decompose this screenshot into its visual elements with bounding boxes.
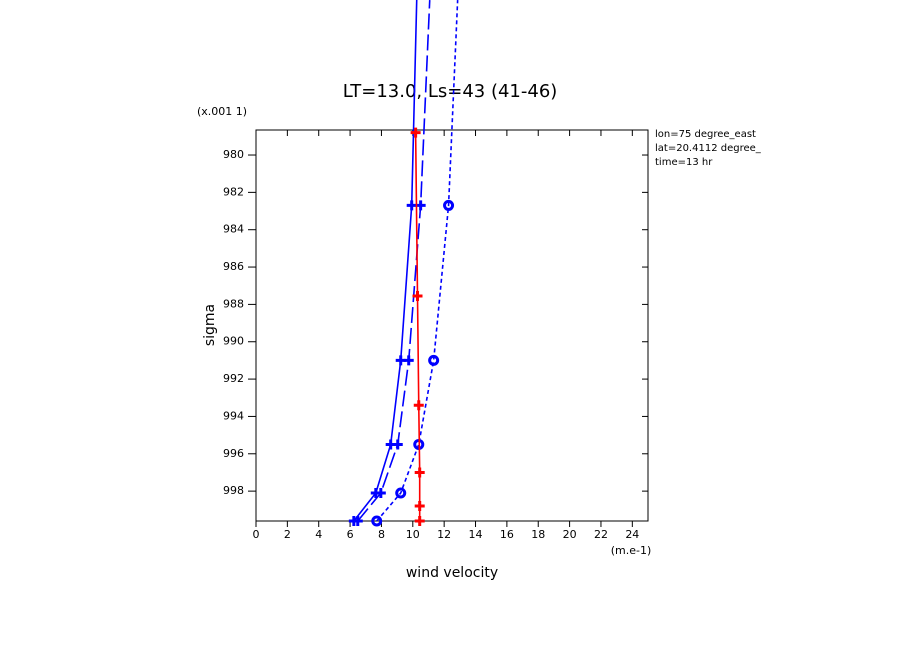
y-tick-label: 982 — [223, 185, 244, 198]
x-tick-label: 8 — [378, 528, 385, 541]
y-tick-label: 986 — [223, 260, 244, 273]
profile-line — [353, 0, 418, 522]
marker — [406, 200, 417, 211]
marker — [414, 467, 425, 478]
profile-line — [357, 0, 431, 522]
marker — [428, 354, 440, 366]
y-units: (x.001 1) — [197, 105, 247, 118]
x-tick-label: 18 — [531, 528, 545, 541]
y-tick-label: 984 — [223, 223, 244, 236]
y-tick-label: 994 — [223, 409, 244, 422]
x-tick-label: 0 — [253, 528, 260, 541]
annotation: time=13 hr — [655, 157, 713, 168]
y-axis-title: sigma — [202, 304, 218, 346]
marker — [415, 200, 426, 211]
y-tick-label: 988 — [223, 297, 244, 310]
x-tick-label: 20 — [563, 528, 577, 541]
profile-line — [414, 132, 421, 521]
y-tick-label: 998 — [223, 484, 244, 497]
y-tick-label: 992 — [223, 372, 244, 385]
x-tick-label: 24 — [625, 528, 639, 541]
annotation: lon=75 degree_east — [655, 129, 756, 140]
marker — [414, 516, 425, 526]
marker — [414, 501, 425, 512]
marker — [392, 439, 403, 450]
x-tick-label: 14 — [469, 528, 483, 541]
y-tick-label: 980 — [223, 148, 244, 161]
marker — [403, 355, 414, 366]
marker — [371, 515, 383, 527]
marker — [412, 290, 423, 301]
x-tick-label: 10 — [406, 528, 420, 541]
marker — [375, 487, 386, 498]
x-tick-label: 6 — [347, 528, 354, 541]
x-axis-title: wind velocity — [406, 565, 498, 581]
x-tick-label: 22 — [594, 528, 608, 541]
chart-title: LT=13.0, Ls=43 (41-46) — [343, 81, 558, 102]
y-tick-label: 990 — [223, 335, 244, 348]
marker — [410, 127, 421, 138]
annotation: lat=20.4112 degree_ — [655, 143, 762, 154]
plot-frame — [255, 129, 649, 522]
marker — [443, 199, 455, 211]
marker — [395, 487, 407, 499]
profile-line — [376, 0, 459, 522]
x-tick-label: 2 — [284, 528, 291, 541]
x-tick-label: 4 — [315, 528, 322, 541]
marker — [413, 400, 424, 411]
x-tick-label: 16 — [500, 528, 514, 541]
x-units: (m.e-1) — [611, 544, 652, 557]
y-tick-label: 996 — [223, 447, 244, 460]
marker — [352, 516, 363, 526]
x-tick-label: 12 — [437, 528, 451, 541]
